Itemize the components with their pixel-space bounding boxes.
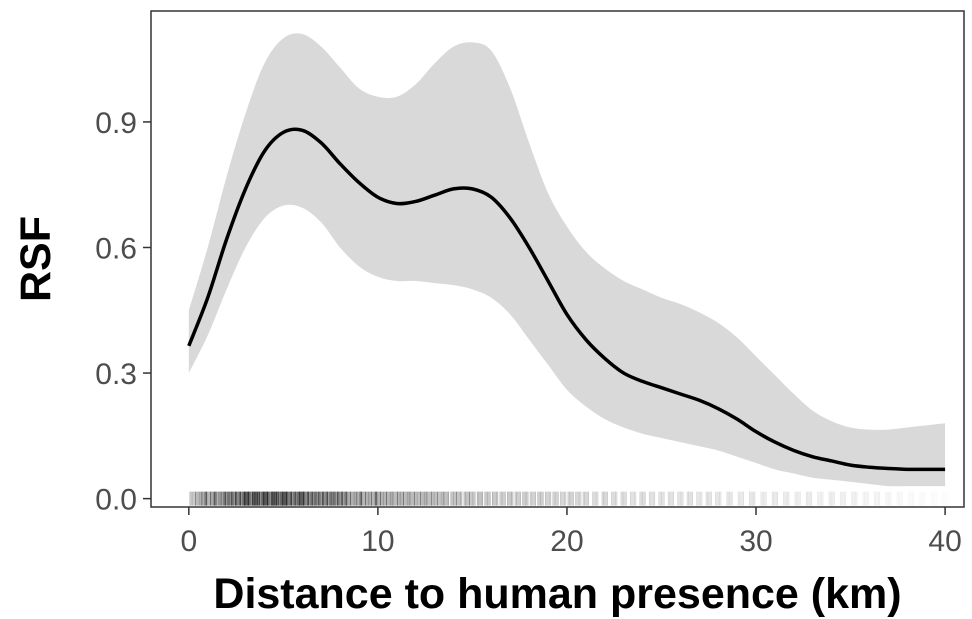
rsf-line-layer [187, 127, 946, 472]
y-tick-label: 0.9 [95, 107, 137, 140]
y-tick-label: 0.3 [95, 358, 137, 391]
y-tick-label: 0.6 [95, 232, 137, 265]
x-tick-label: 0 [180, 525, 197, 558]
confidence-ribbon [188, 33, 946, 487]
x-tick-label: 30 [739, 525, 772, 558]
rug-layer [189, 491, 903, 506]
confidence-ribbon-layer [188, 33, 946, 487]
x-axis-title: Distance to human presence (km) [213, 570, 901, 618]
x-tick-label: 10 [361, 525, 394, 558]
x-tick-label: 20 [550, 525, 583, 558]
x-tick-label: 40 [928, 525, 961, 558]
rsf-line [187, 127, 946, 472]
y-axis-title: RSF [12, 216, 60, 302]
axes-layer: 0 10 20 30 40 0.0 0.3 0.6 0.9 [95, 107, 961, 558]
y-tick-label: 0.0 [95, 484, 137, 517]
panel-border [150, 10, 965, 508]
